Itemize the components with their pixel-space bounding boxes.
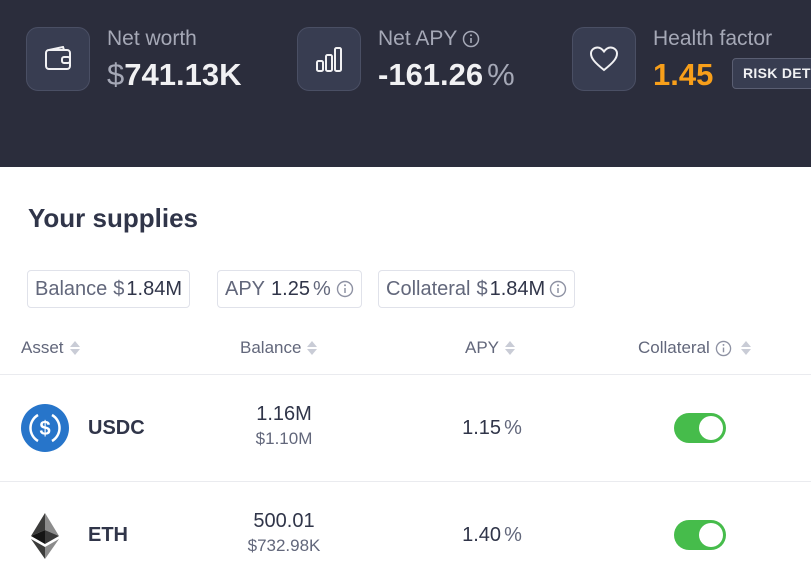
dashboard-header: Net worth $741.13K Net APY -161.26% — [0, 0, 811, 167]
apy-summary-chip: APY 1.25 % — [217, 270, 362, 308]
health-factor-value: 1.45 — [653, 57, 714, 92]
balance-cell: 1.16M $1.10M — [255, 403, 313, 448]
eth-icon — [28, 512, 62, 560]
net-worth-label: Net worth — [107, 27, 197, 50]
sort-icon[interactable] — [740, 341, 751, 355]
column-header-collateral[interactable]: Collateral — [638, 338, 751, 358]
collateral-toggle[interactable] — [674, 520, 726, 550]
sort-icon[interactable] — [69, 341, 80, 355]
net-apy-label: Net APY — [378, 27, 515, 51]
net-worth-stat: Net worth $741.13K — [26, 27, 241, 93]
divider — [0, 374, 811, 375]
health-factor-stat: Health factor 1.45 — [572, 27, 772, 93]
info-icon[interactable] — [715, 340, 732, 357]
apy-cell: 1.40% — [462, 524, 522, 546]
divider — [0, 481, 811, 482]
asset-symbol: USDC — [88, 417, 145, 439]
wallet-icon — [26, 27, 90, 91]
section-title: Your supplies — [28, 203, 198, 233]
health-factor-label: Health factor — [653, 27, 773, 50]
net-apy-value: -161.26% — [378, 57, 515, 92]
asset-symbol: ETH — [88, 524, 128, 546]
usdc-icon: $ — [21, 404, 69, 452]
apy-cell: 1.15% — [462, 417, 522, 439]
collateral-toggle[interactable] — [674, 413, 726, 443]
sort-icon[interactable] — [307, 341, 318, 355]
column-header-apy[interactable]: APY — [465, 338, 516, 358]
sort-icon[interactable] — [505, 341, 516, 355]
info-icon[interactable] — [549, 280, 567, 298]
column-header-balance[interactable]: Balance — [240, 338, 318, 358]
balance-cell: 500.01 $732.98K — [247, 510, 321, 555]
risk-details-button[interactable]: RISK DET — [732, 58, 811, 89]
balance-summary-chip: Balance $ 1.84M — [27, 270, 190, 308]
bar-chart-icon — [297, 27, 361, 91]
net-apy-stat: Net APY -161.26% — [297, 27, 515, 93]
info-icon[interactable] — [336, 280, 354, 298]
column-header-asset[interactable]: Asset — [21, 338, 80, 358]
info-icon[interactable] — [462, 30, 480, 48]
heart-icon — [572, 27, 636, 91]
collateral-summary-chip: Collateral $ 1.84M — [378, 270, 576, 308]
svg-text:$: $ — [39, 418, 50, 440]
net-worth-value: $741.13K — [107, 57, 242, 92]
